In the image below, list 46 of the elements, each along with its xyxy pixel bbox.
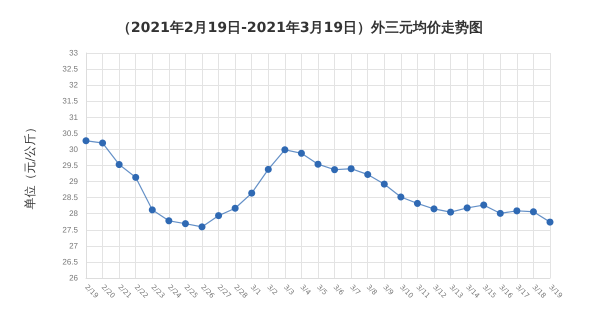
point xyxy=(331,166,338,174)
point xyxy=(364,171,372,178)
y-tick-label: 29 xyxy=(69,177,79,186)
y-tick-label: 26 xyxy=(69,274,79,282)
point xyxy=(430,205,438,212)
y-axis-title: 单位（元/公斤） xyxy=(23,121,37,210)
point xyxy=(99,140,106,146)
point xyxy=(182,220,189,228)
point xyxy=(116,161,123,168)
y-tick-label: 33 xyxy=(69,48,79,58)
y-tick-label: 31.5 xyxy=(62,96,79,106)
y-tick-label: 32.5 xyxy=(62,64,79,74)
point xyxy=(447,208,454,216)
point xyxy=(414,200,421,207)
y-tick-label: 32 xyxy=(69,80,79,90)
point xyxy=(232,204,239,212)
point xyxy=(298,150,305,157)
y-tick-label: 30.5 xyxy=(62,128,79,138)
y-tick-label: 27 xyxy=(69,241,79,250)
chart-title: （2021年2月19日-2021年3月19日）外三元均价走势图 xyxy=(116,20,484,36)
point xyxy=(248,190,256,197)
y-tick-label: 28 xyxy=(69,209,79,218)
point xyxy=(264,166,272,173)
point xyxy=(348,165,355,172)
point xyxy=(198,223,206,230)
y-tick-label: 26.5 xyxy=(62,257,79,266)
point xyxy=(496,210,504,217)
point xyxy=(281,146,288,154)
point xyxy=(530,208,537,216)
y-tick-label: 27.5 xyxy=(62,225,79,234)
point xyxy=(82,137,90,144)
point xyxy=(215,212,222,220)
point xyxy=(546,218,554,226)
point xyxy=(397,194,404,200)
point xyxy=(464,204,471,212)
point xyxy=(513,207,520,214)
y-tick-label: 28.5 xyxy=(62,193,79,202)
point xyxy=(380,180,388,188)
point xyxy=(132,174,140,181)
point xyxy=(314,160,322,168)
y-tick-label: 31 xyxy=(69,112,79,122)
point xyxy=(165,217,172,224)
point xyxy=(148,206,156,214)
point xyxy=(480,202,488,209)
y-tick-label: 30 xyxy=(69,144,79,154)
y-tick-label: 29.5 xyxy=(62,161,79,170)
